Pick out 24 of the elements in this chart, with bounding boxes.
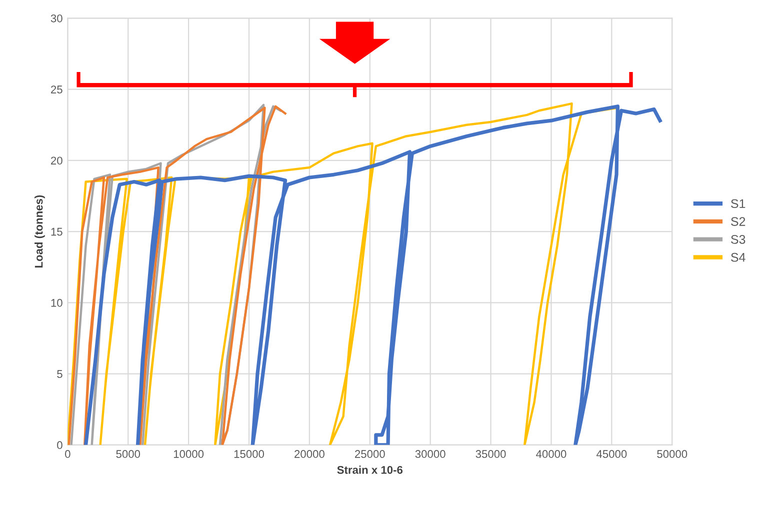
y-tick-label: 10 <box>51 298 62 307</box>
x-axis-title: Strain x 10-6 <box>337 466 403 474</box>
x-tick-label: 25000 <box>355 450 385 458</box>
legend-label: S3 <box>731 235 746 244</box>
x-tick-label: 45000 <box>596 450 627 458</box>
x-tick-label: 40000 <box>536 450 566 458</box>
legend-label: S2 <box>731 217 746 226</box>
x-tick-label: 50000 <box>657 450 688 458</box>
y-tick-label: 5 <box>57 370 62 378</box>
x-tick-label: 5000 <box>116 450 140 458</box>
legend-label: S4 <box>731 252 746 262</box>
y-tick-label: 15 <box>51 228 62 236</box>
x-tick-label: 0 <box>65 450 70 458</box>
x-tick-label: 15000 <box>234 450 264 458</box>
y-tick-label: 25 <box>51 86 62 94</box>
x-tick-label: 35000 <box>476 450 506 458</box>
x-tick-label: 10000 <box>174 450 204 458</box>
x-tick-label: 20000 <box>294 450 324 458</box>
x-tick-label: 30000 <box>415 450 446 458</box>
y-tick-label: 30 <box>50 14 62 22</box>
legend-label: S1 <box>731 199 746 208</box>
y-axis-title: Load (tonnes) <box>34 195 45 268</box>
y-tick-label: 20 <box>51 156 62 165</box>
y-tick-label: 0 <box>57 441 62 450</box>
